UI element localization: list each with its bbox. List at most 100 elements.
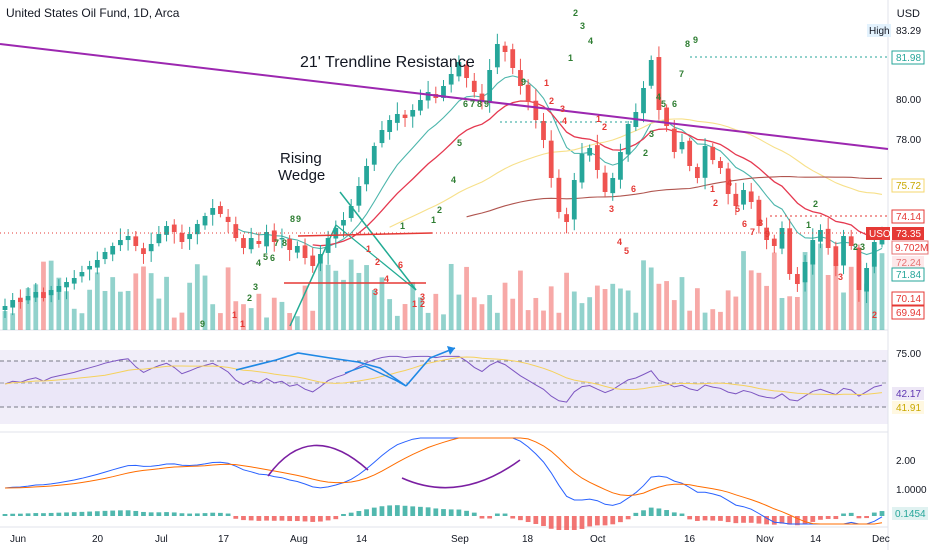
svg-text:7: 7 — [750, 227, 755, 237]
volume-bar — [687, 310, 693, 330]
svg-text:5: 5 — [735, 204, 740, 214]
macd-hist-bar — [464, 510, 469, 516]
rsi-ma-line — [4, 356, 883, 396]
trendline-resistance[interactable] — [0, 43, 889, 150]
svg-text:3: 3 — [253, 282, 258, 292]
svg-text:6: 6 — [672, 99, 677, 109]
macd-hist-bar — [571, 516, 577, 530]
candle-body — [71, 278, 77, 284]
macd-hist-bar — [648, 507, 654, 516]
volume-bar — [864, 283, 869, 330]
candle-body — [794, 274, 800, 284]
macd-hist-bar — [871, 512, 877, 516]
macd-hist-bar — [864, 516, 869, 519]
volume-bar — [741, 251, 746, 330]
svg-text:9: 9 — [693, 35, 698, 45]
svg-text:5: 5 — [263, 252, 268, 262]
candle-body — [694, 167, 700, 178]
macd-hist-bar — [848, 512, 854, 516]
level-69-94-tag — [891, 305, 925, 320]
candle-body — [241, 238, 246, 248]
candle-body — [194, 224, 200, 235]
candle-body — [233, 224, 239, 238]
volume-bar — [664, 281, 669, 330]
macd-hist-bar — [364, 509, 369, 516]
svg-text:4: 4 — [451, 175, 456, 185]
volume-bar — [256, 293, 262, 330]
candle-body — [487, 70, 493, 102]
volume-bar — [733, 296, 739, 330]
macd-hist-bar — [694, 516, 700, 521]
macd-hist-bar — [510, 516, 516, 519]
wedge-inner-line[interactable] — [335, 224, 417, 291]
svg-text:1: 1 — [431, 215, 436, 225]
svg-text:6: 6 — [742, 219, 747, 229]
svg-text:8: 8 — [758, 218, 763, 228]
volume-bar — [579, 303, 585, 330]
svg-text:2: 2 — [420, 299, 425, 309]
ma-fast — [235, 75, 883, 256]
volume-bar — [625, 290, 631, 330]
macd-hist-bar — [733, 516, 739, 524]
currency-label[interactable]: USD — [896, 8, 920, 20]
candle-body — [787, 228, 793, 274]
candle-body — [525, 84, 531, 102]
macd-hist-bar — [87, 511, 93, 516]
macd-hist-bar — [433, 508, 439, 516]
macd-hist-bar — [779, 516, 785, 524]
volume-tag — [891, 240, 929, 255]
svg-text:8: 8 — [685, 39, 690, 49]
volume-bar — [225, 267, 231, 330]
macd-hist-bar — [764, 516, 769, 525]
macd-hist-bar — [210, 512, 216, 516]
volume-bar — [841, 292, 846, 330]
volume-bar — [248, 308, 254, 330]
volume-bar — [564, 272, 569, 330]
volume-bar — [494, 312, 500, 330]
candle-body — [802, 262, 808, 283]
volume-bar — [310, 310, 316, 330]
svg-text:3: 3 — [580, 21, 585, 31]
macd-hist-bar — [841, 513, 846, 516]
candle-body — [733, 193, 739, 206]
macd-hist-bar — [79, 511, 85, 516]
candle-body — [702, 146, 708, 178]
svg-text:9: 9 — [765, 229, 770, 239]
volume-bar — [487, 295, 493, 330]
volume-bar — [448, 263, 454, 330]
macd-hist-bar — [94, 511, 100, 516]
volume-bar — [648, 267, 654, 330]
macd-hist-bar — [479, 516, 485, 519]
candle-body — [841, 236, 846, 266]
volume-bar — [71, 308, 77, 330]
svg-text:2: 2 — [375, 257, 380, 267]
macd-hist-bar — [687, 516, 693, 520]
candle-body — [102, 252, 108, 260]
macd-axis: 2.00 1.0000 0.1454 — [892, 456, 928, 520]
candle-body — [341, 220, 346, 226]
volume-bar — [718, 311, 723, 330]
macd-hist-bar — [102, 510, 108, 516]
svg-text:1: 1 — [366, 244, 371, 254]
candle-body — [79, 272, 85, 277]
wedge-resistance-line[interactable] — [297, 232, 433, 237]
candle-body — [287, 238, 293, 250]
level-75-72-value: 75.72 — [896, 181, 921, 192]
macd-hist-bar — [10, 513, 16, 516]
level-72-24-value: 72.24 — [896, 258, 921, 269]
volume-bar — [756, 272, 762, 330]
candle-body — [87, 266, 93, 270]
macd-hist-bar — [256, 516, 262, 521]
volume-bar — [87, 289, 93, 330]
candle-body — [10, 300, 16, 308]
candle-body — [48, 290, 54, 296]
rsi-ma-value: 41.91 — [896, 403, 921, 414]
candle-body — [748, 191, 754, 202]
macd-hist-bar — [710, 516, 716, 521]
wedge-lower-line[interactable] — [289, 224, 337, 327]
wedge-upper-line[interactable] — [339, 191, 417, 291]
candle-body — [871, 242, 877, 267]
volume-bar — [810, 242, 816, 330]
